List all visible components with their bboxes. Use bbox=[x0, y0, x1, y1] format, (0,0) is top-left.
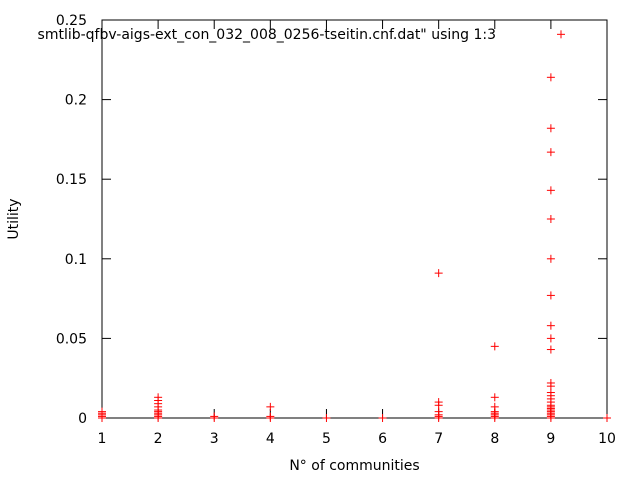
data-point bbox=[546, 148, 555, 157]
data-points bbox=[98, 73, 611, 422]
legend-sample-marker-plus bbox=[556, 30, 565, 39]
data-point bbox=[98, 407, 106, 416]
y-tick-label: 0 bbox=[78, 411, 87, 427]
plot-frame bbox=[101, 19, 608, 419]
data-point bbox=[546, 334, 555, 343]
y-tick-label: 0.1 bbox=[65, 252, 87, 268]
data-point bbox=[434, 269, 443, 278]
x-axis-label: N° of communities bbox=[289, 458, 419, 474]
data-point bbox=[546, 345, 555, 354]
x-tick-label: 7 bbox=[434, 431, 443, 447]
data-point bbox=[603, 414, 611, 422]
y-axis-label: Utility bbox=[6, 198, 22, 239]
y-tick-label: 0.25 bbox=[56, 13, 87, 29]
x-axis-ticks: 1 2 3 4 5 6 7 8 9 10 bbox=[98, 20, 616, 447]
x-tick-label: 6 bbox=[378, 431, 387, 447]
legend-entry: smtlib-qfbv-aigs-ext_con_032_008_0256-ts… bbox=[38, 27, 496, 43]
x-tick-label: 1 bbox=[98, 431, 107, 447]
data-point bbox=[546, 291, 555, 300]
data-point bbox=[266, 412, 275, 421]
x-tick-label: 2 bbox=[154, 431, 163, 447]
x-tick-label: 9 bbox=[546, 431, 555, 447]
y-tick-label: 0.05 bbox=[56, 331, 87, 347]
data-point bbox=[546, 215, 555, 223]
data-point bbox=[546, 186, 555, 195]
data-point bbox=[434, 398, 443, 407]
data-point bbox=[546, 254, 555, 263]
data-point bbox=[490, 402, 499, 411]
data-point bbox=[322, 414, 331, 422]
x-tick-label: 8 bbox=[490, 431, 499, 447]
y-tick-label: 0.15 bbox=[56, 172, 87, 188]
y-tick-label: 0.2 bbox=[65, 93, 87, 109]
data-point bbox=[210, 412, 219, 421]
x-tick-label: 5 bbox=[322, 431, 331, 447]
data-point bbox=[546, 124, 555, 133]
data-point bbox=[546, 378, 555, 387]
x-tick-label: 10 bbox=[598, 431, 616, 447]
data-point bbox=[490, 342, 499, 351]
data-point bbox=[546, 321, 555, 330]
data-point bbox=[490, 393, 499, 402]
x-tick-label: 4 bbox=[266, 431, 275, 447]
legend-sample-marker bbox=[556, 30, 565, 39]
data-point bbox=[378, 414, 387, 422]
x-tick-label: 3 bbox=[210, 431, 219, 447]
data-point bbox=[546, 73, 555, 82]
y-axis-ticks: 0 0.05 0.1 0.15 0.2 0.25 bbox=[56, 13, 607, 427]
data-point bbox=[266, 402, 275, 411]
data-point bbox=[154, 393, 163, 402]
